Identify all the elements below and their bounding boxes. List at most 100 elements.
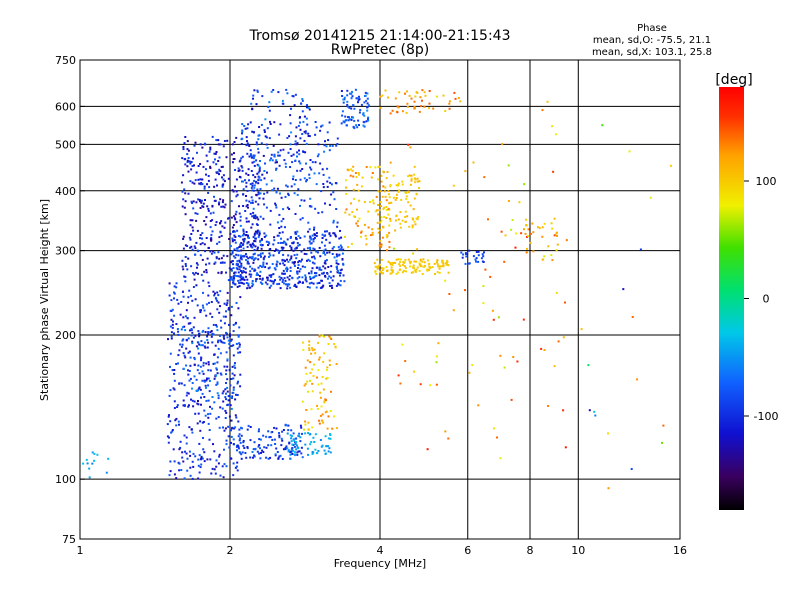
data-point xyxy=(307,132,310,135)
data-point xyxy=(197,272,199,275)
data-point xyxy=(252,94,255,97)
data-point xyxy=(254,245,257,248)
data-point xyxy=(201,370,204,373)
data-point xyxy=(264,118,267,121)
data-point xyxy=(447,264,450,267)
data-point xyxy=(224,388,227,391)
data-point xyxy=(379,271,382,274)
data-point xyxy=(291,453,294,455)
data-point xyxy=(249,153,252,156)
data-point xyxy=(297,244,300,247)
data-point xyxy=(373,262,376,265)
data-point xyxy=(236,347,239,350)
data-point xyxy=(332,246,335,248)
data-point xyxy=(309,166,312,169)
data-point xyxy=(276,283,279,286)
data-point xyxy=(233,141,236,143)
data-point xyxy=(93,452,96,455)
data-point xyxy=(286,270,288,273)
data-point xyxy=(550,254,553,257)
data-point xyxy=(218,426,221,429)
data-point xyxy=(170,431,173,434)
data-point xyxy=(207,331,210,333)
data-point xyxy=(418,110,421,113)
data-point xyxy=(412,264,415,267)
data-point xyxy=(272,254,275,257)
data-point xyxy=(416,266,419,269)
data-point xyxy=(201,330,204,333)
data-point xyxy=(186,457,189,460)
data-point xyxy=(306,286,309,288)
data-point xyxy=(195,201,198,204)
data-point xyxy=(183,188,186,191)
data-point xyxy=(203,185,206,188)
data-point xyxy=(236,394,239,396)
data-point xyxy=(182,268,185,271)
data-point xyxy=(230,378,233,380)
data-point xyxy=(412,208,415,211)
data-point xyxy=(206,335,209,338)
data-point xyxy=(403,265,406,268)
data-point xyxy=(188,379,191,382)
data-point xyxy=(501,143,504,146)
data-point xyxy=(413,260,416,263)
data-point xyxy=(419,96,422,99)
data-point xyxy=(276,161,278,164)
data-point xyxy=(601,124,604,127)
data-point xyxy=(252,236,255,239)
data-point xyxy=(222,178,225,181)
data-point xyxy=(251,199,254,202)
data-point xyxy=(410,271,413,274)
data-point xyxy=(211,135,214,138)
data-point xyxy=(330,284,333,287)
data-point xyxy=(399,264,402,267)
data-point xyxy=(200,344,203,347)
data-point xyxy=(377,227,380,230)
data-point xyxy=(242,230,245,233)
data-point xyxy=(636,378,638,381)
data-point xyxy=(382,272,384,275)
data-point xyxy=(237,307,240,310)
data-point xyxy=(184,265,187,267)
data-point xyxy=(315,272,318,275)
data-point xyxy=(237,335,240,338)
data-point xyxy=(239,276,242,279)
data-point xyxy=(365,237,368,240)
data-point xyxy=(273,239,276,242)
data-point xyxy=(245,181,248,184)
data-point xyxy=(207,361,210,364)
data-point xyxy=(248,155,251,158)
data-point xyxy=(282,148,285,151)
data-point xyxy=(196,369,199,372)
data-point xyxy=(256,89,259,92)
data-point xyxy=(259,277,262,280)
data-point xyxy=(258,126,261,128)
data-point xyxy=(446,261,448,264)
data-point xyxy=(200,182,203,184)
data-point xyxy=(251,280,254,282)
data-point xyxy=(380,272,383,275)
data-point xyxy=(174,419,177,422)
data-point xyxy=(551,259,554,262)
data-point xyxy=(399,211,402,214)
data-point xyxy=(258,230,261,233)
data-point xyxy=(199,309,202,312)
data-point xyxy=(206,160,209,163)
data-point xyxy=(363,223,366,226)
data-point xyxy=(405,111,408,114)
data-point xyxy=(394,97,397,100)
data-point xyxy=(398,91,401,94)
data-point xyxy=(532,231,535,234)
data-point xyxy=(256,272,259,275)
data-point xyxy=(289,122,292,125)
data-point xyxy=(348,118,351,121)
data-point xyxy=(283,240,286,243)
data-point xyxy=(306,359,309,362)
data-point xyxy=(249,456,252,459)
data-point xyxy=(232,230,235,233)
data-point xyxy=(235,393,237,396)
data-point xyxy=(286,432,289,435)
data-point xyxy=(356,220,359,223)
data-point xyxy=(256,90,259,93)
data-point xyxy=(313,275,316,278)
